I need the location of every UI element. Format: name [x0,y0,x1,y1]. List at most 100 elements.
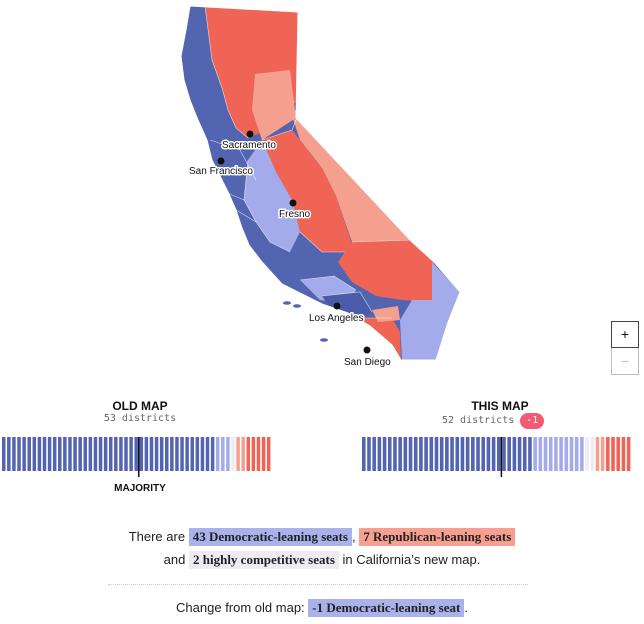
old-map-seat-strong-dem [2,437,6,471]
old-map-seat-lean-dem [221,437,225,471]
city-dot-los-angeles [333,302,341,310]
this-map-seat-strong-dem [465,437,470,471]
summary-divider [108,584,528,585]
this-map-seat-strong-dem [439,437,444,471]
district-borders [204,5,413,319]
region-central-lean-dem [244,140,300,252]
this-map-seat-lean-dem [569,437,574,471]
this-map-seat-strong-dem [455,437,460,471]
old-map-seat-lean-dem [226,437,230,471]
region-northeast-lean-rep [252,70,296,140]
this-map-seat-strong-rep [621,437,626,471]
this-map-seat-competitive [590,437,595,471]
old-map-seat-strong-dem [108,437,113,471]
this-map-seat-strong-dem [403,437,408,471]
old-map-seat-competitive [231,437,235,471]
rep-seats-chip: 7 Republican-leaning seats [359,528,516,546]
this-map-seat-lean-rep [595,437,600,471]
old-map-seat-strong-dem [170,437,174,471]
old-map-seat-strong-dem [139,437,144,471]
old-map-seat-strong-rep [261,437,266,471]
majority-label: MAJORITY [114,483,166,494]
old-map-seat-strong-dem [200,437,205,471]
old-map-seat-strong-dem [195,437,200,471]
old-map-seat-strong-dem [42,437,47,471]
old-map-seat-strong-dem [103,437,108,471]
this-map-seat-strong-dem [362,437,366,471]
old-map-seat-strong-dem [165,437,169,471]
old-map-seat-strong-dem [63,437,67,471]
this-map-seat-strong-dem [471,437,475,471]
old-map-seat-strong-dem [52,437,57,471]
old-map-seat-strong-dem [210,437,215,471]
summary-line-2: and 2 highly competitive seats in Califo… [0,551,644,569]
this-map-seat-lean-dem [574,437,579,471]
california-map-svg[interactable]: Sacramento San Francisco Fresno Los Ange… [0,0,644,380]
this-map-seat-strong-dem [413,437,418,471]
old-map-seat-bar [2,437,271,477]
city-markers: Sacramento San Francisco Fresno Los Ange… [188,130,393,370]
region-la-strong-dem [322,292,372,322]
this-map-seat-strong-dem [528,437,532,471]
old-map-seat-lean-rep [241,437,245,471]
this-map-seat-strong-dem [502,437,506,471]
old-map-seat-strong-dem [68,437,72,471]
region-desert-rep [338,240,434,302]
old-map-seat-lean-rep [236,437,240,471]
this-map-seat-strong-rep [606,437,610,471]
district-map[interactable]: Sacramento San Francisco Fresno Los Ange… [0,0,644,380]
this-map-title: THIS MAP [471,399,529,413]
old-map-seat-strong-dem [175,437,179,471]
old-map-seat-strong-dem [73,437,77,471]
this-map-seat-strong-dem [424,437,428,471]
summary-text-2: and [163,552,186,567]
old-map-seat-strong-dem [144,437,149,471]
this-map-seat-strong-dem [476,437,480,471]
this-map-districts-row: 52 districts -1 [442,413,582,429]
this-map-seat-strong-dem [522,437,527,471]
channel-islands [283,301,328,342]
this-map-seat-strong-dem [445,437,449,471]
old-map-seat-strong-rep [251,437,256,471]
old-map-seat-strong-dem [78,437,82,471]
this-map-seat-strong-dem [393,437,397,471]
old-map-seat-strong-dem [154,437,159,471]
summary-text-3: in California’s new map. [342,552,481,567]
this-map-seat-strong-dem [387,437,392,471]
this-map-seat-strong-dem [398,437,402,471]
this-map-seat-strong-dem [486,437,491,471]
old-map-seat-strong-dem [22,437,26,471]
city-label-san-diego: San Diego [344,357,391,368]
this-map-seat-strong-rep [611,437,615,471]
change-chip: -1 Democratic-leaning seat [308,599,465,617]
old-map-seat-strong-dem [205,437,210,471]
old-map-seat-strong-dem [119,437,123,471]
this-map-seat-strong-dem [429,437,434,471]
this-map-seat-strong-dem [434,437,439,471]
this-map-seat-strong-dem [481,437,486,471]
zoom-in-button[interactable]: + [611,321,639,348]
this-map-seat-strong-dem [507,437,511,471]
summary-line-1: There are 43 Democratic-leaning seats, 7… [0,528,644,546]
old-map-seat-strong-rep [246,437,251,471]
city-label-fresno: Fresno [279,209,311,220]
old-map-districts: 53 districts [103,413,177,424]
old-map-seat-strong-dem [7,437,11,471]
this-map-seat-lean-dem [559,437,563,471]
city-dot-sacramento [246,130,254,138]
old-map-seat-lean-dem [215,437,220,471]
this-map-seat-strong-dem [377,437,382,471]
this-map-seat-strong-dem [517,437,522,471]
change-text: Change from old map: [176,600,305,615]
this-map-seat-competitive [585,437,589,471]
old-map-seat-strong-dem [83,437,87,471]
region-east-lean-dem [400,262,460,360]
city-dot-fresno [289,199,297,207]
old-map-seat-strong-dem [185,437,189,471]
zoom-out-button[interactable]: − [611,348,639,375]
this-map-seat-strong-dem [372,437,376,471]
old-map-seat-strong-dem [37,437,42,471]
old-map-seat-strong-dem [159,437,164,471]
this-map-seat-lean-dem [533,437,537,471]
this-map-seat-strong-dem [408,437,413,471]
